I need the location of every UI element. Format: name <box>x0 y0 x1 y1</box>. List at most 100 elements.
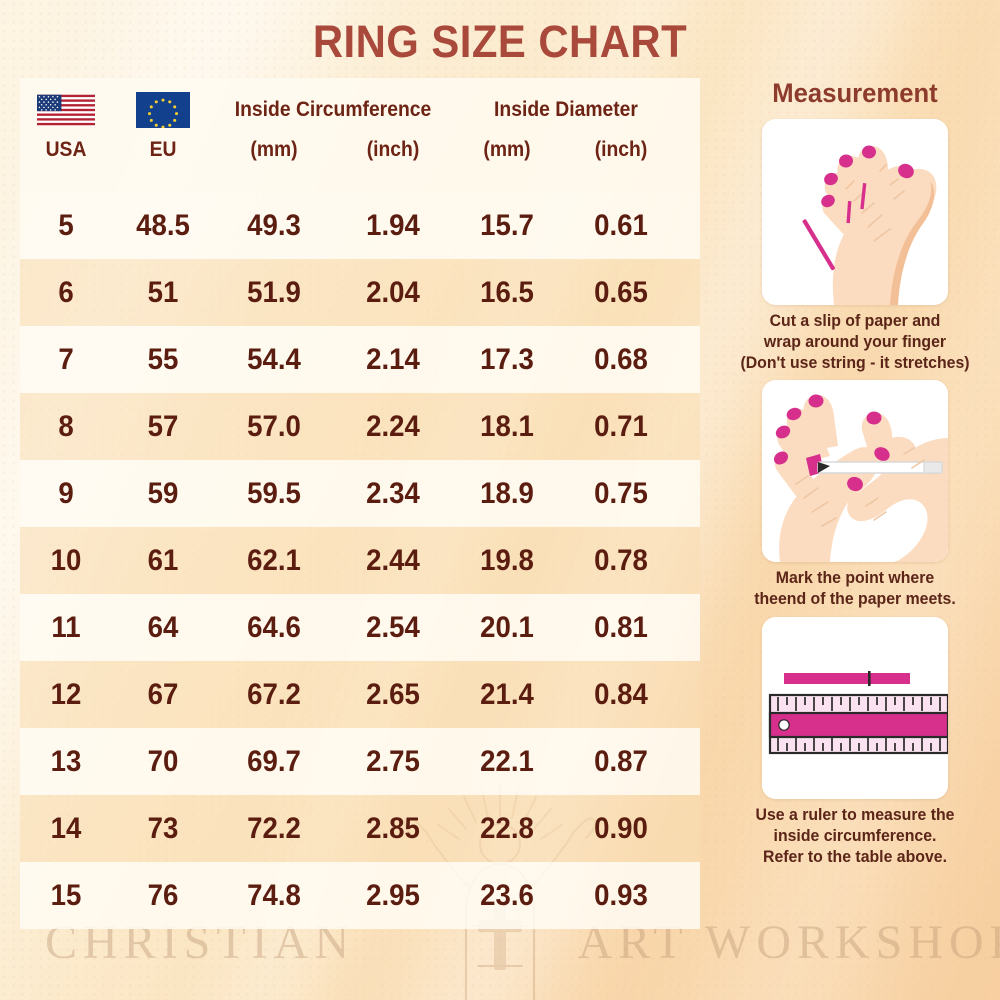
cell-dia_inch: 0.93 <box>594 878 648 912</box>
column-header-circumference-mm: (mm) <box>250 138 298 161</box>
table-row: 7 55 54.4 2.14 17.3 0.68 <box>20 326 700 393</box>
page-title: RING SIZE CHART <box>312 16 688 67</box>
cell-circ_inch: 2.65 <box>366 677 420 711</box>
caption-line: Use a ruler to measure the <box>755 805 955 824</box>
hands-marking-paper-illustration <box>762 380 948 563</box>
cell-eu: 57 <box>147 409 179 443</box>
cell-dia_mm: 19.8 <box>480 543 534 577</box>
eu-flag-icon <box>112 92 214 128</box>
table-row: 12 67 67.2 2.65 21.4 0.84 <box>20 661 700 728</box>
cell-dia_mm: 17.3 <box>480 342 534 376</box>
cell-circ_mm: 62.1 <box>247 543 301 577</box>
cell-eu: 76 <box>147 878 179 912</box>
caption-line: inside circumference. <box>773 826 937 845</box>
cell-usa: 10 <box>50 543 82 577</box>
cell-dia_mm: 21.4 <box>480 677 534 711</box>
cell-circ_mm: 49.3 <box>247 208 301 242</box>
table-header: Inside Circumference Inside Diameter USA… <box>20 78 700 192</box>
hand-with-paper-slip-illustration <box>762 119 948 305</box>
cell-dia_mm: 16.5 <box>480 275 534 309</box>
cell-circ_inch: 1.94 <box>366 208 420 242</box>
table-row: 6 51 51.9 2.04 16.5 0.65 <box>20 259 700 326</box>
table-row: 15 76 74.8 2.95 23.6 0.93 <box>20 862 700 929</box>
caption-line: Mark the point where <box>775 569 935 588</box>
cell-dia_inch: 0.78 <box>594 543 648 577</box>
column-header-diameter-mm: (mm) <box>483 138 531 161</box>
cell-eu: 48.5 <box>136 208 190 242</box>
cell-usa: 14 <box>50 811 82 845</box>
table-body: 5 48.5 49.3 1.94 15.7 0.61 6 51 51.9 2.04 16.5 0.65… <box>20 192 700 929</box>
table-row: 10 61 62.1 2.44 19.8 0.78 <box>20 527 700 594</box>
cell-usa: 6 <box>58 275 74 309</box>
cell-dia_inch: 0.61 <box>594 208 648 242</box>
cell-dia_mm: 22.1 <box>480 744 534 778</box>
measurement-step-3: Use a ruler to measure the inside circum… <box>712 616 998 868</box>
cell-dia_inch: 0.87 <box>594 744 648 778</box>
measurement-title: Measurement <box>772 78 938 108</box>
cell-circ_inch: 2.04 <box>366 275 420 309</box>
group-header-circumference: Inside Circumference <box>234 98 432 121</box>
usa-flag-icon <box>20 92 112 128</box>
cell-dia_inch: 0.65 <box>594 275 648 309</box>
cell-circ_inch: 2.85 <box>366 811 420 845</box>
measurement-step-3-caption: Use a ruler to measure the inside circum… <box>718 805 993 868</box>
cell-circ_mm: 64.6 <box>247 610 301 644</box>
cell-usa: 8 <box>58 409 74 443</box>
caption-line: theend of the paper meets. <box>754 590 956 609</box>
cell-eu: 61 <box>147 543 179 577</box>
cell-eu: 73 <box>147 811 179 845</box>
cell-circ_inch: 2.75 <box>366 744 420 778</box>
group-header-diameter: Inside Diameter <box>494 98 638 121</box>
cell-eu: 67 <box>147 677 179 711</box>
cell-dia_inch: 0.68 <box>594 342 648 376</box>
table-row: 8 57 57.0 2.24 18.1 0.71 <box>20 393 700 460</box>
cell-eu: 64 <box>147 610 179 644</box>
cell-eu: 51 <box>147 275 179 309</box>
cell-circ_mm: 51.9 <box>247 275 301 309</box>
cell-circ_inch: 2.24 <box>366 409 420 443</box>
measurement-step-1: Cut a slip of paper and wrap around your… <box>712 119 998 374</box>
cell-dia_mm: 15.7 <box>480 208 534 242</box>
caption-line: (Don't use string - it stretches) <box>740 354 970 373</box>
ring-size-table: Inside Circumference Inside Diameter USA… <box>20 78 700 929</box>
cell-circ_mm: 74.8 <box>247 878 301 912</box>
cell-usa: 7 <box>58 342 74 376</box>
column-header-usa: USA <box>45 138 87 161</box>
cell-circ_mm: 54.4 <box>247 342 301 376</box>
table-row: 5 48.5 49.3 1.94 15.7 0.61 <box>20 192 700 259</box>
cell-dia_inch: 0.75 <box>594 476 648 510</box>
measurement-step-2-caption: Mark the point where theend of the paper… <box>718 568 993 610</box>
cell-dia_inch: 0.84 <box>594 677 648 711</box>
cell-dia_mm: 18.1 <box>480 409 534 443</box>
column-header-circumference-inch: (inch) <box>366 138 420 161</box>
cell-usa: 15 <box>50 878 82 912</box>
cell-dia_inch: 0.71 <box>594 409 648 443</box>
column-header-eu: EU <box>149 138 177 161</box>
cell-dia_mm: 22.8 <box>480 811 534 845</box>
cell-eu: 70 <box>147 744 179 778</box>
cell-eu: 59 <box>147 476 179 510</box>
cell-circ_mm: 59.5 <box>247 476 301 510</box>
measurement-panel: Measurement <box>712 78 998 874</box>
caption-line: Cut a slip of paper and <box>769 312 941 330</box>
cell-usa: 13 <box>50 744 82 778</box>
cell-dia_mm: 20.1 <box>480 610 534 644</box>
table-row: 13 70 69.7 2.75 22.1 0.87 <box>20 728 700 795</box>
table-row: 14 73 72.2 2.85 22.8 0.90 <box>20 795 700 862</box>
cell-circ_mm: 72.2 <box>247 811 301 845</box>
cell-circ_mm: 67.2 <box>247 677 301 711</box>
cell-circ_mm: 69.7 <box>247 744 301 778</box>
ruler-measuring-paper-illustration <box>762 616 948 799</box>
measurement-step-1-caption: Cut a slip of paper and wrap around your… <box>718 311 993 374</box>
caption-line: Refer to the table above. <box>763 847 947 866</box>
cell-dia_mm: 18.9 <box>480 476 534 510</box>
cell-eu: 55 <box>147 342 179 376</box>
measurement-step-2: Mark the point where theend of the paper… <box>712 380 998 610</box>
caption-line: wrap around your finger <box>763 333 947 352</box>
cell-usa: 12 <box>50 677 82 711</box>
cell-circ_inch: 2.14 <box>366 342 420 376</box>
cell-circ_inch: 2.44 <box>366 543 420 577</box>
table-row: 11 64 64.6 2.54 20.1 0.81 <box>20 594 700 661</box>
column-header-diameter-inch: (inch) <box>594 138 648 161</box>
